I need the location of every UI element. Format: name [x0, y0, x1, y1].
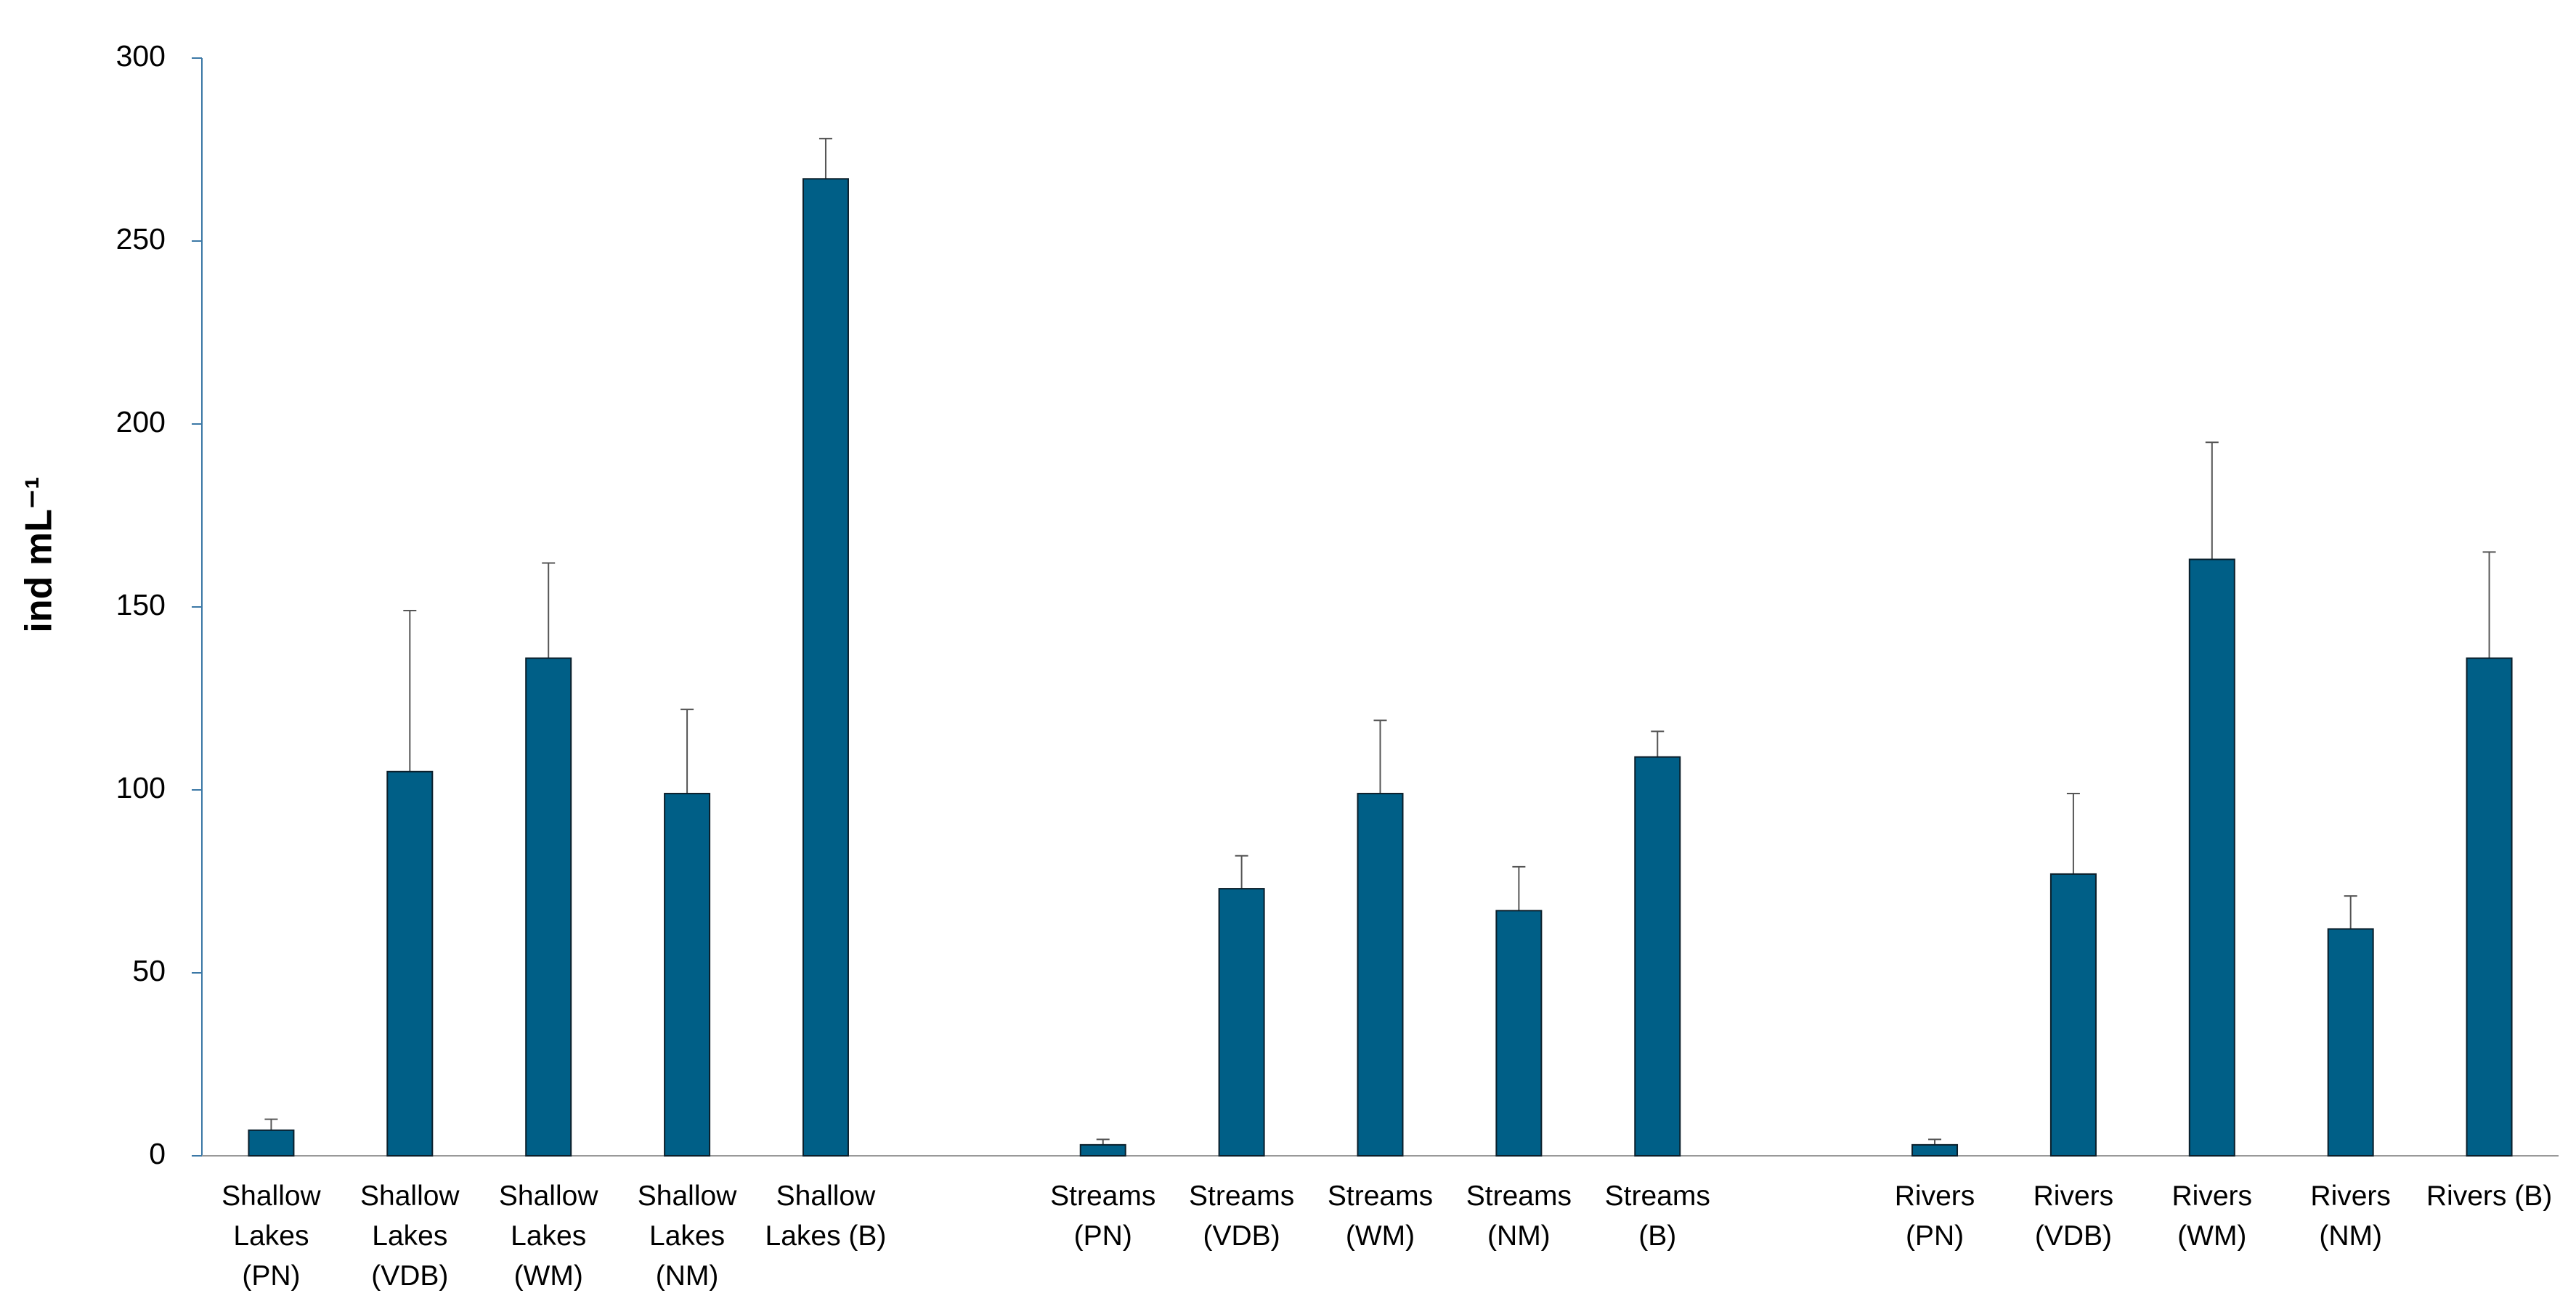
x-tick-label: Rivers (PN) [1894, 1180, 1975, 1252]
y-tick-label: 50 [132, 954, 166, 987]
error-bar [680, 709, 694, 794]
error-bar [2066, 793, 2080, 874]
bar [525, 657, 572, 1157]
error-bar [403, 610, 417, 772]
bar [1079, 1143, 1126, 1157]
y-tick-label: 250 [116, 222, 166, 256]
bar [2327, 928, 2374, 1157]
y-tick-label: 150 [116, 588, 166, 621]
x-tick-label: Rivers (VDB) [2033, 1180, 2114, 1252]
error-bar [1235, 855, 1248, 889]
x-tick-label: Rivers (B) [2426, 1180, 2553, 1212]
error-bar [2344, 895, 2357, 929]
bar [1634, 756, 1681, 1157]
error-bar [264, 1118, 278, 1130]
x-tick-label: Shallow Lakes (PN) [222, 1180, 321, 1292]
x-tick-label: Shallow Lakes (VDB) [360, 1180, 460, 1292]
bar [1357, 793, 1404, 1157]
bar [802, 178, 849, 1157]
bar [2466, 657, 2513, 1157]
y-tick-label: 100 [116, 771, 166, 804]
error-bar [1096, 1138, 1110, 1145]
x-tick-label: Streams (WM) [1327, 1180, 1434, 1252]
error-bar [1928, 1138, 1942, 1145]
error-bar [818, 137, 832, 179]
bar [2188, 558, 2235, 1157]
error-bar [2205, 441, 2219, 560]
x-tick-label: Streams (B) [1604, 1180, 1710, 1252]
x-tick-label: Shallow Lakes (B) [765, 1180, 887, 1252]
y-tick-label: 200 [116, 405, 166, 439]
error-bar [1651, 730, 1665, 757]
error-bar [1373, 719, 1387, 794]
x-tick-label: Streams (VDB) [1189, 1180, 1295, 1252]
bar [1218, 888, 1265, 1157]
bar [664, 793, 711, 1157]
x-tick-label: Streams (PN) [1050, 1180, 1156, 1252]
x-tick-label: Rivers (WM) [2171, 1180, 2253, 1252]
y-tick-label: 0 [149, 1137, 166, 1170]
x-tick-label: Shallow Lakes (NM) [637, 1180, 737, 1292]
x-tick-label: Rivers (NM) [2310, 1180, 2391, 1252]
x-tick-label: Streams (NM) [1466, 1180, 1572, 1252]
bar [1495, 910, 1543, 1157]
y-tick-label: 300 [116, 39, 166, 73]
bar [2049, 873, 2097, 1157]
error-bar [542, 562, 556, 658]
error-bar [2482, 551, 2496, 658]
bar [386, 770, 434, 1157]
bar [1911, 1143, 1959, 1157]
x-tick-label: Shallow Lakes (WM) [498, 1180, 598, 1292]
y-axis-title: ind mL⁻¹ [18, 476, 60, 632]
bar [248, 1129, 295, 1157]
error-bar [1512, 865, 1526, 911]
